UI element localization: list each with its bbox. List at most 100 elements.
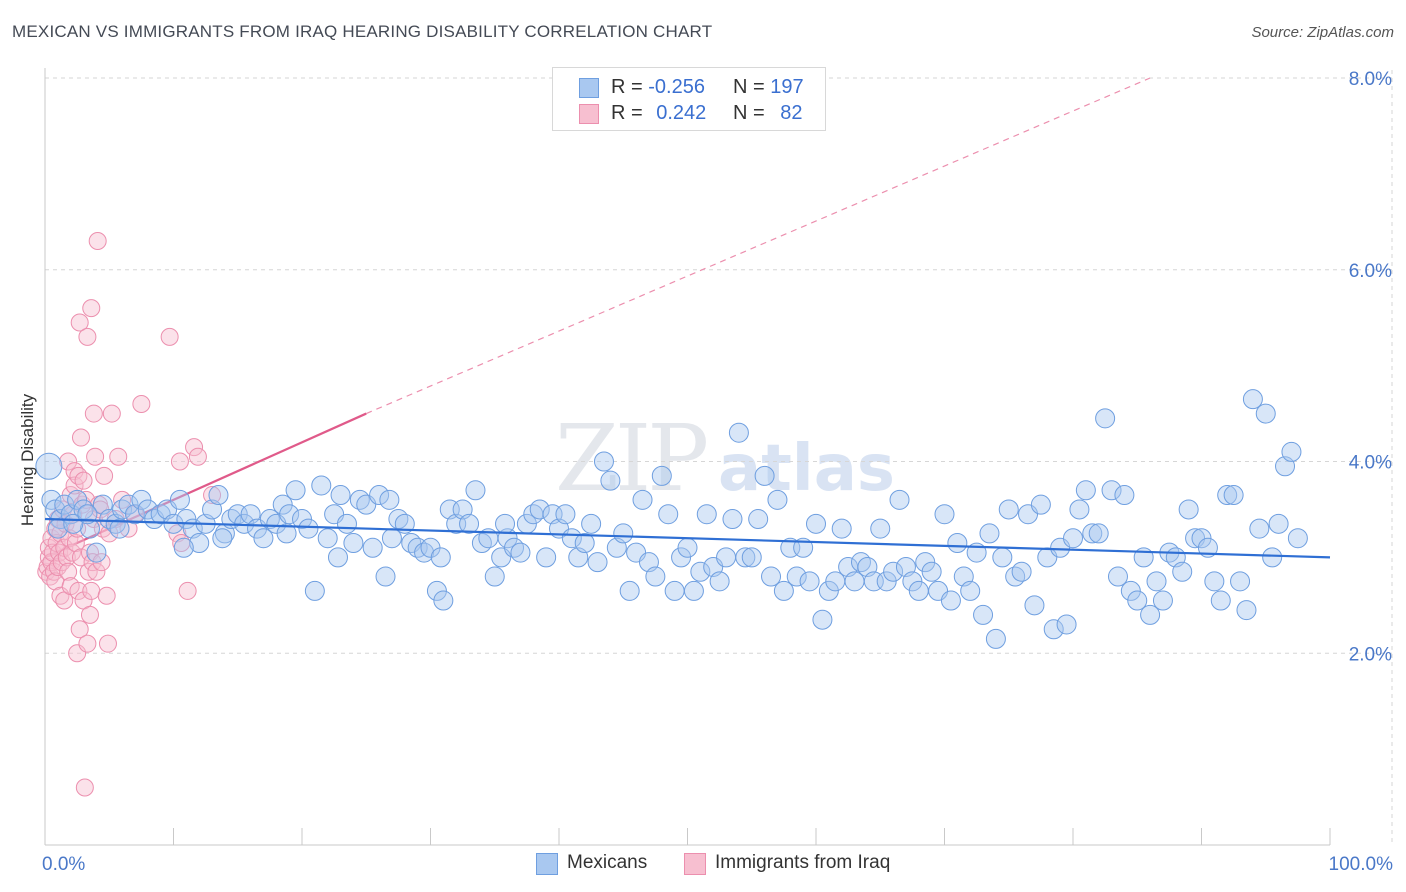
mexican-point bbox=[276, 523, 297, 544]
mexican-point bbox=[793, 537, 814, 558]
mexican-point bbox=[998, 499, 1019, 520]
mexican-point bbox=[189, 532, 210, 553]
mexican-point bbox=[1204, 571, 1225, 592]
iraq-point bbox=[70, 313, 89, 332]
mexican-point bbox=[1082, 523, 1103, 544]
mexican-point bbox=[465, 480, 486, 501]
mexican-point bbox=[311, 475, 332, 496]
mexican-point bbox=[1146, 571, 1167, 592]
iraq-point bbox=[178, 581, 197, 600]
iraq-point bbox=[74, 471, 93, 490]
mexican-point bbox=[169, 489, 190, 510]
mexican-point bbox=[1024, 595, 1045, 616]
mexican-point bbox=[1075, 480, 1096, 501]
iraq-point bbox=[97, 586, 116, 605]
mexican-point bbox=[722, 509, 743, 530]
mexicans-points-layer bbox=[35, 389, 1308, 649]
legend-r-value: -0.256 bbox=[648, 76, 705, 98]
mexican-point bbox=[664, 580, 685, 601]
mexican-point bbox=[285, 480, 306, 501]
legend-swatch-iraq bbox=[579, 104, 599, 124]
mexican-point bbox=[1236, 600, 1257, 621]
mexican-point bbox=[1127, 590, 1148, 611]
mexican-point bbox=[1152, 590, 1173, 611]
mexican-point bbox=[773, 580, 794, 601]
iraq-point bbox=[160, 327, 179, 346]
legend-r-value: 0.242 bbox=[656, 102, 707, 124]
iraq-point bbox=[203, 486, 222, 505]
iraq-point bbox=[69, 581, 88, 600]
mexican-point bbox=[1069, 499, 1090, 520]
mexican-point bbox=[369, 485, 390, 506]
mexican-point bbox=[1242, 389, 1263, 410]
iraq-point bbox=[69, 466, 88, 485]
mexican-point bbox=[77, 504, 98, 525]
mexican-point bbox=[1262, 547, 1283, 568]
mexican-point bbox=[426, 580, 447, 601]
mexican-point bbox=[992, 547, 1013, 568]
iraq-point bbox=[82, 299, 101, 318]
mexican-point bbox=[1210, 590, 1231, 611]
legend-label-iraq: Immigrants from Iraq bbox=[715, 852, 891, 873]
mexican-point bbox=[304, 580, 325, 601]
mexican-point bbox=[1011, 561, 1032, 582]
iraq-point bbox=[75, 778, 94, 797]
mexican-point bbox=[786, 566, 807, 587]
mexican-point bbox=[581, 513, 602, 534]
mexican-point bbox=[677, 537, 698, 558]
mexican-point bbox=[902, 571, 923, 592]
iraq-point bbox=[78, 327, 97, 346]
mexicans-trend-layer bbox=[44, 517, 1331, 559]
mexican-point bbox=[870, 518, 891, 539]
mexican-point bbox=[1268, 513, 1289, 534]
iraq-point bbox=[98, 634, 117, 653]
mexican-point bbox=[613, 523, 634, 544]
iraq-point bbox=[82, 581, 101, 600]
legend-swatch-iraq bbox=[684, 853, 706, 875]
iraq-point bbox=[57, 548, 76, 567]
mexican-point bbox=[831, 518, 852, 539]
mexican-point bbox=[212, 528, 233, 549]
iraq-point bbox=[95, 466, 114, 485]
mexican-point bbox=[979, 523, 1000, 544]
mexican-point bbox=[253, 528, 274, 549]
legend-n-iraq: N = 82 bbox=[733, 102, 803, 125]
mexican-point bbox=[298, 518, 319, 539]
iraq-point bbox=[188, 447, 207, 466]
mexican-point bbox=[940, 590, 961, 611]
legend-n-value: 82 bbox=[780, 102, 803, 124]
mexican-point bbox=[1140, 604, 1161, 625]
legend-label-mexicans: Mexicans bbox=[567, 852, 648, 873]
mexican-point bbox=[1107, 566, 1128, 587]
mexican-point bbox=[921, 561, 942, 582]
mexican-point bbox=[593, 451, 614, 472]
mexican-point bbox=[433, 590, 454, 611]
mexican-point bbox=[109, 518, 130, 539]
y-tick-label: 8.0% bbox=[1349, 69, 1392, 90]
mexican-point bbox=[459, 513, 480, 534]
legend-n-value: 197 bbox=[770, 76, 804, 98]
mexican-point bbox=[1217, 485, 1238, 506]
mexican-point bbox=[960, 580, 981, 601]
iraq-point bbox=[132, 394, 151, 413]
iraq-point bbox=[88, 231, 107, 250]
mexican-point bbox=[1030, 494, 1051, 515]
tick-labels: 2.0% 4.0% 6.0% 8.0% 0.0% 100.0% bbox=[42, 69, 1393, 875]
mexican-point bbox=[934, 504, 955, 525]
iraq-point bbox=[66, 533, 85, 552]
mexican-point bbox=[812, 609, 833, 630]
legend-r-label: R = bbox=[611, 76, 643, 98]
mexican-point bbox=[555, 504, 576, 525]
iraq-point bbox=[170, 452, 189, 471]
mexican-point bbox=[1223, 485, 1244, 506]
legend-n-label: N = bbox=[733, 102, 765, 124]
mexican-point bbox=[327, 547, 348, 568]
mexican-point bbox=[343, 532, 364, 553]
iraq-point bbox=[109, 447, 128, 466]
iraq-points-layer bbox=[37, 231, 222, 797]
mexican-point bbox=[1191, 528, 1212, 549]
mexican-point bbox=[709, 571, 730, 592]
legend-n-mexicans: N = 197 bbox=[733, 76, 804, 99]
mexican-point bbox=[716, 547, 737, 568]
mexican-point bbox=[947, 532, 968, 553]
